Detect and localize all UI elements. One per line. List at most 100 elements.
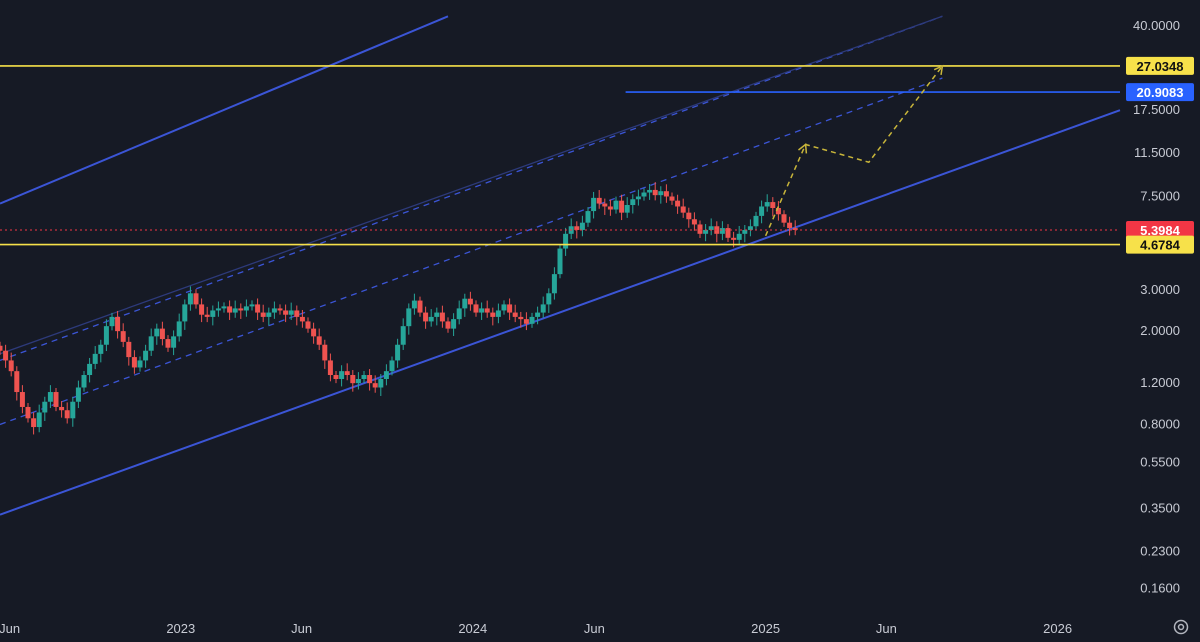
candle-body [792,228,798,230]
candle-body [389,360,395,372]
trend-line-2[interactable] [0,15,449,205]
candle-body [736,233,742,240]
candle-body [557,248,563,275]
candle-body [42,401,48,413]
candle-body [260,312,266,317]
projection-arrowhead [933,64,944,76]
candle-body [747,226,753,230]
candle-body [0,345,3,351]
candle-body [322,344,328,361]
level-badge-yellow: 27.0348 [1137,59,1184,74]
candle-body [232,308,238,313]
candle-body [719,228,725,234]
candle-body [333,375,339,380]
trend-line-3[interactable] [0,77,943,426]
trend-line-5[interactable] [0,15,943,355]
candle-body [775,207,781,215]
candle-body [193,293,199,305]
candle-body [395,344,401,361]
candle-body [529,316,535,324]
candle-body [70,401,76,419]
candle-body [579,222,585,230]
candle-body [518,316,524,320]
time-tick-label: Jun [584,621,605,636]
candle-body [647,189,653,193]
candle-body [708,226,714,230]
time-tick-label: 2023 [166,621,195,636]
price-axis[interactable]: 40.0000 17.5000 11.5000 7.5000 3.0000 2.0000 1… [1133,18,1180,595]
price-tick-label: 3.0000 [1140,282,1180,297]
settings-gear-icon[interactable] [1172,618,1190,636]
candles-layer [0,182,798,435]
level-badge-yellow: 4.6784 [1140,238,1181,253]
last-price-badge-bg [1126,220,1194,239]
level-badge-yellow-bg [1126,56,1194,75]
candle-body [473,304,479,313]
candle-body [490,312,496,317]
candle-body [148,336,154,351]
candle-body [316,336,322,345]
horizontal-levels-layer [0,65,1120,246]
price-tick-label: 0.2300 [1140,543,1180,558]
candle-body [563,233,569,249]
candle-body [607,206,613,210]
price-tick-label: 7.5000 [1140,189,1180,204]
candle-body [663,191,669,197]
candle-body [546,293,552,305]
level-badge-yellow-bg [1126,235,1194,254]
price-tick-label: 11.5000 [1134,145,1180,160]
candle-body [434,312,440,317]
candle-body [36,412,42,428]
price-tick-label: 0.8000 [1140,416,1180,431]
candle-body [787,222,793,229]
candle-body [277,308,283,311]
trend-lines-layer [0,15,1121,516]
candle-body [551,274,557,294]
candle-body [75,387,81,402]
price-tick-label: 17.5000 [1133,102,1180,117]
candle-body [305,321,311,329]
candle-body [187,293,193,305]
candle-body [182,304,188,322]
projection-layer [764,64,944,237]
candle-body [199,304,205,315]
time-tick-label: 2024 [458,621,487,636]
candle-body [327,360,333,376]
time-tick-label: 2026 [1043,621,1072,636]
last-price-badge: 5.3984 [1140,223,1181,238]
trend-line-1[interactable] [0,109,1121,516]
candle-body [619,200,625,213]
time-tick-label: Jun [876,621,897,636]
candle-body [64,410,70,419]
candle-body [624,204,630,213]
candle-body [215,308,221,311]
candle-body [355,379,361,384]
candle-body [288,310,294,315]
candle-body [630,199,636,205]
candle-body [585,211,591,223]
price-tick-label: 0.3500 [1140,501,1180,516]
trend-line-4[interactable] [0,15,943,362]
time-axis[interactable]: Jun 2023 Jun 2024 Jun 2025 Jun 2026 [0,621,1072,636]
candle-body [770,202,776,208]
candle-body [98,344,104,354]
candle-body [294,310,300,317]
candle-body [725,228,731,238]
candle-body [103,326,109,345]
candle-body [367,375,373,384]
candle-body [154,328,160,337]
candle-body [501,304,507,311]
candle-body [204,314,210,317]
level-badge-blue: 20.9083 [1137,85,1184,100]
candle-body [339,371,345,380]
candle-body [131,357,137,368]
candle-body [428,316,434,322]
candle-body [495,310,501,317]
candle-body [344,371,350,376]
price-tick-label: 2.0000 [1140,323,1180,338]
candle-body [126,341,132,358]
candle-body [227,306,233,313]
candle-body [417,300,423,313]
